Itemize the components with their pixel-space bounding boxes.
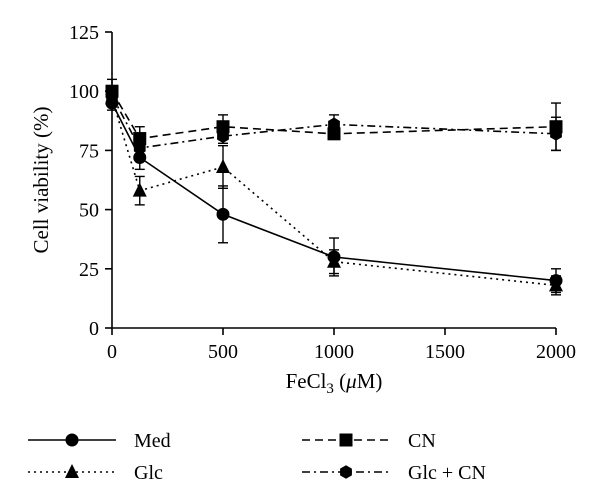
data-point-glc-cn xyxy=(550,127,562,141)
data-point-glc-cn xyxy=(217,129,229,143)
x-axis-title-subscript: 3 xyxy=(326,381,334,397)
x-tick-label: 0 xyxy=(107,341,117,363)
x-tick-label: 1000 xyxy=(314,341,354,363)
legend-label: CN xyxy=(408,430,436,452)
data-point-med xyxy=(216,207,230,221)
x-axis-title: FeCl3 (μM) xyxy=(286,369,383,397)
data-point-glc-cn xyxy=(106,89,118,103)
legend-marker-med xyxy=(65,433,79,447)
legend-item-glc-cn: Glc + CN xyxy=(302,462,486,484)
ticks: 0 25 50 75 100 125 0 500 1000 1500 2000 xyxy=(69,22,576,363)
data-point-glc xyxy=(327,253,341,268)
x-axis-title-unit: M xyxy=(357,369,376,393)
x-axis-title-var: μ xyxy=(345,369,357,393)
x-tick-label: 1500 xyxy=(425,341,465,363)
y-tick-label: 50 xyxy=(79,200,99,222)
data-point-glc xyxy=(132,182,147,197)
series-glc-cn-line xyxy=(111,95,557,149)
series-glc-line xyxy=(111,98,557,287)
legend-label: Glc + CN xyxy=(408,462,486,484)
legend: Med Glc CN Glc + CN xyxy=(28,430,486,484)
legend-item-med: Med xyxy=(28,430,171,452)
legend-label: Med xyxy=(134,430,171,452)
x-axis-title-main: FeCl xyxy=(286,369,327,393)
x-axis-title-open-paren: ( xyxy=(334,369,346,393)
axes xyxy=(111,32,556,329)
y-tick-label: 75 xyxy=(79,140,99,162)
data-point-glc-cn xyxy=(133,141,146,155)
x-tick-label: 500 xyxy=(208,341,238,363)
legend-marker-glc-cn xyxy=(340,465,352,479)
data-point-glc-cn xyxy=(328,117,340,132)
legend-label: Glc xyxy=(134,462,163,484)
y-axis-title: Cell viability (%) xyxy=(29,107,53,254)
y-tick-label: 0 xyxy=(89,318,99,340)
data-point-cn xyxy=(216,120,230,134)
x-axis-title-close-paren: ) xyxy=(375,369,382,393)
y-tick-label: 25 xyxy=(79,259,99,281)
series-glc-cn xyxy=(106,88,562,161)
data-layer xyxy=(105,78,563,296)
legend-marker-cn xyxy=(339,433,353,447)
x-tick-label: 2000 xyxy=(536,341,576,363)
y-tick-label: 125 xyxy=(69,22,99,44)
legend-item-cn: CN xyxy=(302,430,436,452)
legend-marker-glc xyxy=(65,464,79,478)
data-point-glc xyxy=(216,158,230,173)
data-point-glc xyxy=(549,277,563,292)
y-tick-label: 100 xyxy=(69,81,99,103)
legend-item-glc: Glc xyxy=(28,462,163,484)
